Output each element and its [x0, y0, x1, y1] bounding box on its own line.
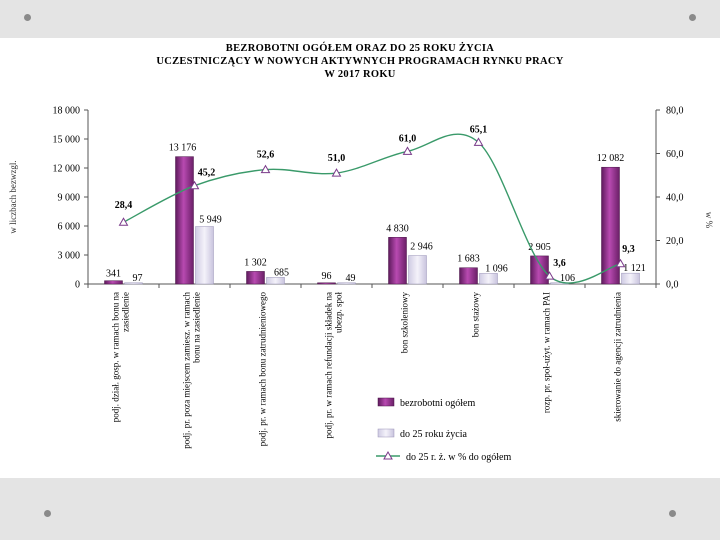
y-axis-label: w liczbach bezwzgl. — [8, 160, 18, 233]
legend-swatch-under25 — [377, 428, 395, 438]
bar-total — [601, 166, 620, 285]
nav-dot-top-right — [689, 14, 696, 21]
line-point-marker — [615, 258, 626, 268]
line-point-marker — [189, 180, 200, 190]
data-label-under25: 685 — [274, 267, 289, 278]
chart-title: BEZROBOTNI OGÓŁEM ORAZ DO 25 ROKU ŻYCIA … — [120, 42, 600, 81]
x-category-label-line: podj. pr. poza miejscem zamiesz. w ramac… — [182, 292, 192, 449]
y2-tick-label: 0,0 — [666, 280, 679, 291]
data-label-total: 13 176 — [169, 143, 197, 154]
data-label-percent: 45,2 — [198, 168, 216, 179]
x-category-label-line: bon szkoleniowy — [400, 292, 410, 354]
data-label-percent: 61,0 — [399, 133, 417, 144]
x-category-label: skierowanie do agencji zatrudnienia — [613, 292, 623, 422]
data-label-under25: 49 — [346, 273, 356, 284]
x-category-label-line: ubezp. społ — [334, 292, 344, 333]
legend-marker-percent — [383, 450, 393, 460]
x-category-label: podj. pr. w ramach refundacji składek na… — [324, 292, 344, 439]
bar-total — [317, 282, 336, 285]
line-series-percent — [123, 133, 621, 284]
y-tick-label: 6 000 — [58, 222, 81, 233]
bar-total — [104, 280, 123, 285]
nav-dot-top-left — [24, 14, 31, 21]
bar-under25 — [337, 282, 356, 285]
data-label-total: 4 830 — [386, 223, 409, 234]
y-tick-label: 0 — [75, 280, 80, 291]
bar-total — [246, 271, 265, 285]
line-point-marker — [260, 164, 271, 174]
chart-title-line-2: UCZESTNICZĄCY W NOWYCH AKTYWNYCH PROGRAM… — [156, 56, 564, 67]
x-category-label-line: podj. pr. w ramach bonu zatrudnieniowego — [258, 292, 268, 447]
y2-tick-label: 40,0 — [666, 193, 684, 204]
data-label-total: 2 905 — [528, 242, 551, 253]
x-category-label-line: rozp. pr. społ-użyt. w ramach PAI — [542, 292, 552, 413]
bar-total — [175, 156, 194, 285]
x-category-label-line: podj. dział. gosp. w ramach bonu na — [111, 292, 121, 422]
nav-dot-bottom-right — [669, 510, 676, 517]
x-category-label: podj. pr. poza miejscem zamiesz. w ramac… — [182, 292, 202, 449]
data-label-under25: 2 946 — [410, 242, 433, 253]
data-label-percent: 65,1 — [470, 124, 488, 135]
data-label-under25: 106 — [560, 273, 575, 284]
y-tick-label: 9 000 — [58, 193, 81, 204]
x-category-label: podj. dział. gosp. w ramach bonu nazasie… — [111, 292, 131, 422]
chart-title-line-1: BEZROBOTNI OGÓŁEM ORAZ DO 25 ROKU ŻYCIA — [225, 43, 495, 54]
bar-under25 — [195, 226, 214, 285]
x-category-label-line: bonu na zasiedlenie — [192, 292, 202, 363]
legend-label-percent: do 25 r. ż. w % do ogółem — [406, 452, 511, 463]
data-label-percent: 52,6 — [257, 150, 275, 161]
data-label-total: 341 — [106, 269, 121, 280]
data-label-percent: 3,6 — [553, 258, 566, 269]
legend-label-total: bezrobotni ogółem — [400, 398, 475, 409]
y-tick-label: 12 000 — [53, 164, 81, 175]
bar-total — [459, 267, 478, 285]
y2-axis-label: w % — [704, 212, 714, 229]
line-point-marker — [473, 137, 484, 146]
bar-under25 — [266, 277, 285, 285]
y-tick-label: 18 000 — [53, 106, 81, 117]
data-label-under25: 1 121 — [623, 263, 646, 274]
x-category-label: podj. pr. w ramach bonu zatrudnieniowego — [258, 292, 268, 447]
chart-title-line-3: W 2017 ROKU — [324, 69, 396, 80]
data-label-total: 1 302 — [244, 257, 267, 268]
line-point-marker — [544, 271, 555, 280]
data-label-total: 96 — [322, 271, 332, 282]
x-category-label: bon stażowy — [471, 292, 481, 338]
slide — [0, 38, 720, 478]
data-label-total: 1 683 — [457, 254, 480, 265]
bar-total — [530, 255, 549, 285]
bar-under25 — [124, 282, 143, 285]
legend-label-under25: do 25 roku życia — [400, 429, 467, 440]
x-category-label: rozp. pr. społ-użyt. w ramach PAI — [542, 292, 552, 413]
x-category-label-line: skierowanie do agencji zatrudnienia — [613, 292, 623, 422]
data-label-percent: 28,4 — [115, 200, 133, 211]
legend-swatch-total — [377, 397, 395, 407]
data-label-percent: 9,3 — [622, 244, 635, 255]
bar-total — [388, 237, 407, 285]
x-category-label-line: podj. pr. w ramach refundacji składek na — [324, 292, 334, 438]
line-point-marker — [118, 217, 129, 226]
y2-tick-label: 60,0 — [666, 149, 684, 160]
line-point-marker — [402, 146, 413, 155]
bar-under25 — [408, 255, 427, 285]
y2-tick-label: 20,0 — [666, 236, 684, 247]
x-category-label-line: bon stażowy — [471, 292, 481, 338]
line-point-marker — [331, 168, 342, 177]
bar-under25 — [621, 272, 640, 285]
y-tick-label: 3 000 — [58, 251, 81, 262]
data-label-total: 12 082 — [597, 153, 625, 164]
bar-under25 — [479, 273, 498, 285]
data-label-under25: 1 096 — [485, 263, 508, 274]
data-label-under25: 97 — [133, 273, 143, 284]
x-category-label-line: zasiedlenie — [121, 292, 131, 332]
y-tick-label: 15 000 — [53, 135, 81, 146]
x-category-label: bon szkoleniowy — [400, 292, 410, 354]
data-label-percent: 51,0 — [328, 153, 346, 164]
y2-tick-label: 80,0 — [666, 106, 684, 117]
data-label-under25: 5 949 — [199, 214, 222, 225]
nav-dot-bottom-left — [44, 510, 51, 517]
